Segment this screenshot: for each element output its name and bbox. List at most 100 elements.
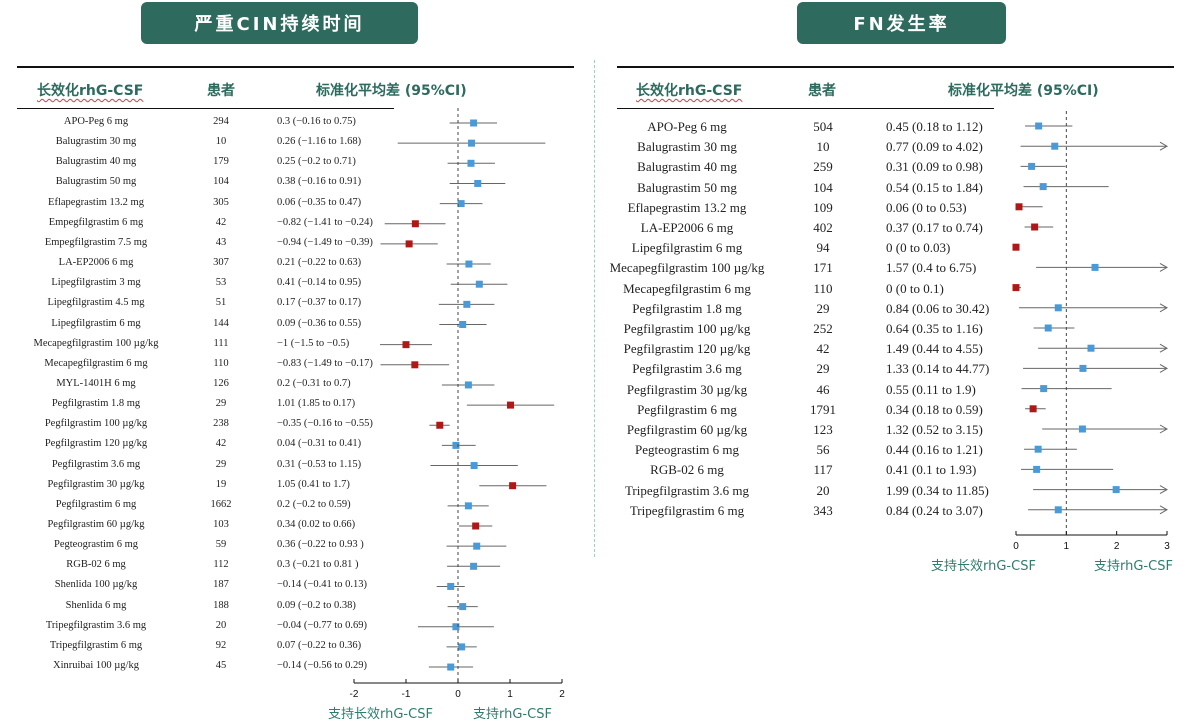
ci-text: 0.41 (−0.14 to 0.95) (277, 277, 362, 289)
ci-text: −0.14 (−0.41 to 0.13) (277, 579, 368, 591)
drug-name: Balugrastim 50 mg (637, 179, 737, 195)
ci-text: 0.2 (−0.31 to 0.7) (277, 377, 351, 389)
right-favor-right-label: 支持rhG-CSF (1094, 559, 1173, 574)
ci-text: 1.49 (0.44 to 4.55) (886, 341, 983, 357)
left-header-drug: 长效化rhG-CSF (37, 83, 144, 99)
point-estimate (1044, 324, 1052, 332)
point-estimate (452, 441, 460, 449)
left-header-rule (17, 108, 394, 109)
point-estimate (1015, 203, 1023, 211)
drug-name: RGB-02 6 mg (66, 559, 126, 571)
point-estimate (475, 280, 483, 288)
drug-name: LA-EP2006 6 mg (58, 257, 134, 269)
drug-name: Pegfilgrastim 60 µg/kg (47, 519, 145, 530)
ci-text: 0.37 (0.17 to 0.74) (886, 220, 983, 235)
point-estimate (463, 300, 471, 308)
panel-divider (594, 60, 595, 557)
ci-text: 0 (0 to 0.03) (886, 240, 951, 256)
right-favor-left-label: 支持长效rhG-CSF (931, 559, 1036, 574)
patient-count: 117 (813, 462, 833, 478)
drug-name: LA-EP2006 6 mg (640, 220, 734, 235)
patient-count: 94 (816, 240, 830, 256)
right-header-drug: 长效化rhG-CSF (636, 83, 743, 99)
point-estimate (473, 542, 481, 550)
right-header-effect: 标准化平均差 (95%CI) (948, 83, 1099, 99)
point-estimate (470, 119, 478, 127)
point-estimate (1078, 425, 1086, 433)
drug-name: Tripegfilgrastim 6 mg (49, 639, 143, 651)
ci-text: 0.77 (0.09 to 4.02) (886, 139, 983, 155)
point-estimate (1033, 465, 1041, 473)
patient-count: 59 (215, 539, 227, 551)
drug-name: Eflapegrastim 13.2 mg (627, 199, 747, 215)
point-estimate (411, 220, 419, 228)
ci-text: 1.99 (0.34 to 11.85) (886, 482, 989, 498)
drug-name: Pegfilgrastim 3.6 mg (632, 361, 742, 377)
point-estimate (509, 482, 517, 490)
point-estimate (467, 159, 475, 167)
ci-text: −0.14 (−0.56 to 0.29) (277, 660, 368, 672)
patient-count: 10 (816, 139, 830, 155)
point-estimate (1035, 122, 1043, 130)
drug-name: Pegfilgrastim 60 µg/kg (626, 422, 748, 437)
point-estimate (464, 381, 472, 389)
ci-text: 1.01 (1.85 to 0.17) (277, 398, 356, 410)
patient-count: 112 (213, 559, 229, 571)
point-estimate (1039, 183, 1047, 191)
drug-name: Balugrastim 30 mg (55, 136, 137, 148)
point-estimate (402, 341, 410, 349)
ci-text: −0.94 (−1.49 to −0.39) (277, 236, 373, 248)
patient-count: 104 (213, 176, 229, 188)
point-estimate (457, 200, 465, 208)
drug-name: Pegfilgrastim 1.8 mg (51, 398, 141, 410)
ci-text: 0.06 (0 to 0.53) (886, 199, 967, 215)
drug-name: Balugrastim 30 mg (637, 139, 737, 155)
drug-name: Pegfilgrastim 1.8 mg (632, 300, 742, 316)
drug-name: Pegteograstim 6 mg (635, 442, 739, 458)
drug-name: Tripegfilgrastim 3.6 mg (624, 482, 750, 498)
ci-text: 0.34 (0.02 to 0.66) (277, 519, 356, 530)
point-estimate (459, 603, 467, 611)
drug-name: Pegfilgrastim 30 µg/kg (47, 478, 145, 490)
point-estimate (459, 321, 467, 328)
ci-text: 0.07 (−0.22 to 0.36) (277, 639, 362, 651)
drug-name: Pegfilgrastim 6 mg (55, 498, 137, 510)
point-estimate (1040, 385, 1048, 393)
ci-text: 0.44 (0.16 to 1.21) (886, 442, 983, 458)
point-estimate (405, 240, 413, 248)
drug-name: Pegfilgrastim 120 µg/kg (623, 341, 751, 357)
ci-text: 0.09 (−0.2 to 0.38) (277, 599, 356, 611)
ci-arrow (1159, 141, 1169, 151)
point-estimate (1087, 344, 1095, 352)
patient-count: 252 (813, 321, 833, 336)
patient-count: 29 (816, 361, 830, 377)
drug-name: APO-Peg 6 mg (63, 116, 129, 127)
drug-name: Eflapegrastim 13.2 mg (48, 196, 144, 208)
drug-name: Tripegfilgrastim 6 mg (629, 502, 745, 518)
ci-text: 0.45 (0.18 to 1.12) (886, 119, 983, 134)
patient-count: 307 (213, 257, 229, 269)
ci-text: 0.04 (−0.31 to 0.41) (277, 438, 362, 450)
patient-count: 1662 (210, 498, 232, 510)
point-estimate (1051, 142, 1059, 150)
left-header-effect: 标准化平均差 (95%CI) (316, 83, 467, 99)
patient-count: 45 (215, 660, 227, 672)
ci-text: 0.09 (−0.36 to 0.55) (277, 317, 362, 329)
ci-text: −0.04 (−0.77 to 0.69) (277, 619, 368, 631)
x-tick-label: -1 (402, 689, 411, 700)
ci-text: −0.82 (−1.41 to −0.24) (277, 216, 373, 228)
ci-text: 0.26 (−1.16 to 1.68) (277, 136, 362, 148)
ci-arrow (1159, 303, 1169, 313)
right-top-rule (617, 66, 1174, 68)
patient-count: 20 (215, 619, 227, 631)
patient-count: 111 (213, 337, 229, 349)
patient-count: 19 (215, 478, 227, 490)
left-favor-left-label: 支持长效rhG-CSF (328, 707, 433, 722)
right-header-patients: 患者 (808, 83, 836, 99)
patient-count: 188 (213, 599, 229, 611)
patient-count: 109 (813, 199, 833, 215)
point-estimate (1029, 405, 1037, 413)
ci-arrow (1159, 343, 1169, 353)
point-estimate (1054, 304, 1062, 312)
